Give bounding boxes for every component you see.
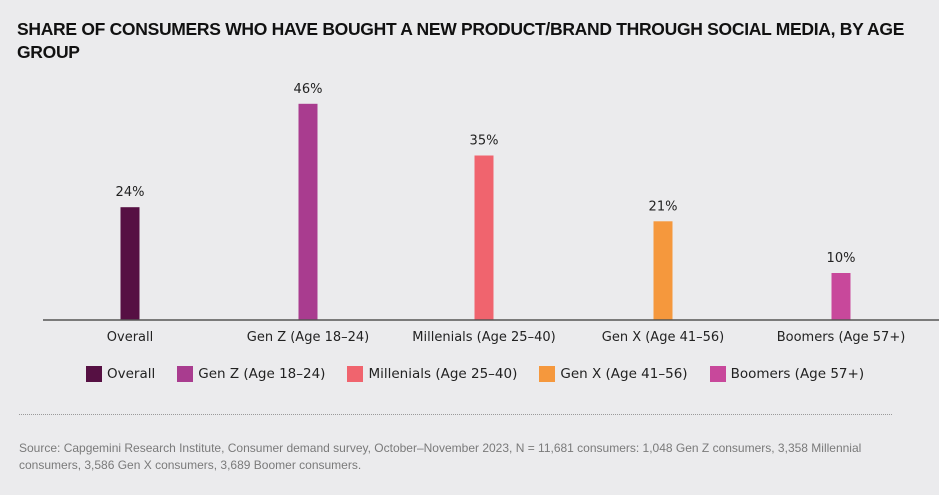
legend-label-3: Gen X (Age 41–56)	[560, 366, 688, 382]
legend-item-4: Boomers (Age 57+)	[709, 366, 865, 382]
legend-label-4: Boomers (Age 57+)	[730, 366, 865, 382]
x-tick-label-2: Millenials (Age 25–40)	[412, 330, 555, 345]
legend-label-0: Overall	[107, 366, 156, 382]
legend-label-2: Millenials (Age 25–40)	[368, 366, 518, 382]
chart-title: SHARE OF CONSUMERS WHO HAVE BOUGHT A NEW…	[17, 19, 905, 62]
data-label-1: 46%	[294, 82, 323, 97]
data-label-3: 21%	[649, 199, 678, 214]
x-tick-label-0: Overall	[107, 330, 153, 345]
legend-item-3: Gen X (Age 41–56)	[539, 366, 688, 382]
data-label-4: 10%	[827, 251, 856, 266]
source-note: Source: Capgemini Research Institute, Co…	[19, 441, 862, 472]
bar-3	[653, 221, 673, 320]
bar-0	[120, 207, 140, 320]
legend-item-2: Millenials (Age 25–40)	[347, 366, 517, 382]
bar-4	[831, 273, 851, 320]
legend-swatch-3	[539, 366, 556, 382]
legend-label-1: Gen Z (Age 18–24)	[198, 366, 326, 382]
x-tick-label-1: Gen Z (Age 18–24)	[247, 330, 369, 345]
legend-swatch-0	[86, 366, 102, 382]
bars-group: 24% 46% 35% 21% 10%	[116, 82, 856, 320]
legend-swatch-2	[347, 366, 364, 382]
data-label-0: 24%	[116, 185, 145, 200]
x-tick-label-3: Gen X (Age 41–56)	[602, 330, 724, 345]
divider	[19, 414, 892, 415]
bar-1	[298, 103, 318, 320]
legend-item-0: Overall	[86, 366, 155, 382]
legend-item-1: Gen Z (Age 18–24)	[177, 366, 325, 382]
legend-swatch-4	[709, 366, 726, 382]
bar-chart: 24% 46% 35% 21% 10% Overall Gen Z (Age 18–24)…	[43, 82, 939, 345]
x-tick-labels: Overall Gen Z (Age 18–24) Millenials (Age …	[107, 330, 906, 345]
bar-2	[474, 155, 494, 320]
legend: Overall Gen Z (Age 18–24) Millenials (Age …	[86, 366, 886, 382]
x-tick-label-4: Boomers (Age 57+)	[777, 330, 906, 345]
legend-swatch-1	[177, 366, 194, 382]
data-label-2: 35%	[470, 134, 499, 149]
